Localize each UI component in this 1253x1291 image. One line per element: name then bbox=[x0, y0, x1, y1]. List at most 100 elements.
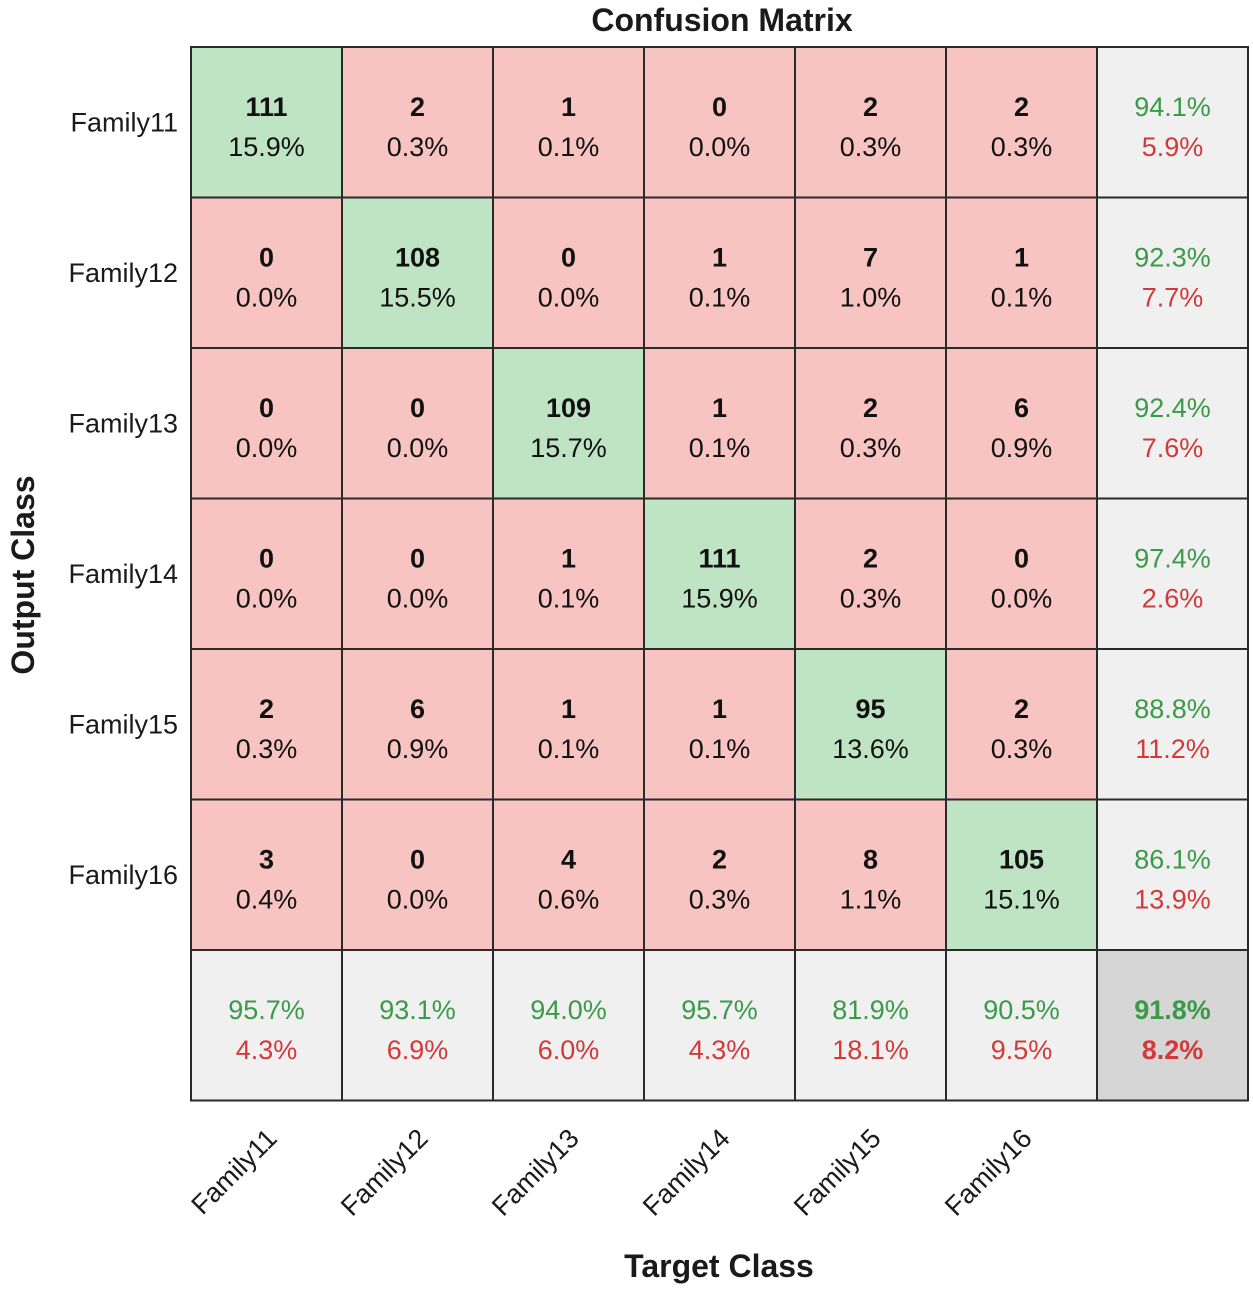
cell-count: 2 bbox=[863, 544, 878, 574]
error-cell bbox=[945, 347, 1098, 500]
error-cell bbox=[794, 347, 947, 500]
cell-percent: 0.1% bbox=[991, 283, 1053, 313]
column-recall: 81.9% bbox=[832, 995, 909, 1025]
overall-accuracy: 91.8% bbox=[1134, 995, 1211, 1025]
row-label: Family16 bbox=[68, 860, 178, 890]
cell-percent: 0.0% bbox=[387, 584, 449, 614]
column-label: Family16 bbox=[939, 1123, 1038, 1222]
row-label: Family11 bbox=[70, 107, 178, 137]
cell-count: 1 bbox=[561, 92, 576, 122]
error-cell bbox=[492, 648, 645, 801]
cell-count: 8 bbox=[863, 845, 878, 875]
cell-percent: 0.6% bbox=[538, 885, 600, 915]
cell-count: 1 bbox=[712, 243, 727, 273]
error-cell bbox=[190, 347, 343, 500]
cell-count: 0 bbox=[1014, 544, 1029, 574]
cell-count: 7 bbox=[863, 243, 878, 273]
cell-count: 2 bbox=[863, 393, 878, 423]
row-summary-cell bbox=[1096, 347, 1249, 500]
column-recall: 95.7% bbox=[228, 995, 305, 1025]
cell-count: 0 bbox=[410, 544, 425, 574]
correct-cell bbox=[341, 196, 494, 349]
correct-cell bbox=[794, 648, 947, 801]
row-precision: 97.4% bbox=[1134, 544, 1211, 574]
row-error-rate: 13.9% bbox=[1134, 885, 1211, 915]
column-label: Family14 bbox=[637, 1123, 736, 1222]
cell-count: 2 bbox=[1014, 694, 1029, 724]
row-label: Family14 bbox=[68, 559, 178, 589]
overall-error-rate: 8.2% bbox=[1142, 1035, 1204, 1065]
column-label: Family15 bbox=[788, 1123, 887, 1222]
cell-count: 1 bbox=[561, 544, 576, 574]
column-summary-cell bbox=[945, 949, 1098, 1102]
cell-count: 1 bbox=[712, 694, 727, 724]
error-cell bbox=[945, 648, 1098, 801]
row-label: Family12 bbox=[68, 258, 178, 288]
cell-percent: 15.9% bbox=[228, 132, 305, 162]
cell-count: 6 bbox=[1014, 393, 1029, 423]
row-error-rate: 2.6% bbox=[1142, 584, 1204, 614]
row-summary-cell bbox=[1096, 798, 1249, 951]
cell-percent: 1.1% bbox=[840, 885, 902, 915]
error-cell bbox=[643, 648, 796, 801]
error-cell bbox=[190, 798, 343, 951]
cell-percent: 0.3% bbox=[840, 584, 902, 614]
row-label: Family15 bbox=[68, 709, 178, 739]
cell-percent: 0.1% bbox=[689, 734, 751, 764]
cell-percent: 0.0% bbox=[236, 283, 298, 313]
row-summary-cell bbox=[1096, 497, 1249, 650]
column-recall: 94.0% bbox=[530, 995, 607, 1025]
row-precision: 88.8% bbox=[1134, 694, 1211, 724]
cell-count: 1 bbox=[1014, 243, 1029, 273]
column-labels: Family11 Family12 Family13 Family14 Family15… bbox=[185, 1123, 1037, 1222]
column-error-rate: 6.9% bbox=[387, 1035, 449, 1065]
error-cell bbox=[945, 46, 1098, 199]
correct-cell bbox=[190, 46, 343, 199]
column-error-rate: 4.3% bbox=[236, 1035, 298, 1065]
correct-cell bbox=[945, 798, 1098, 951]
cell-count: 95 bbox=[855, 694, 885, 724]
cell-count: 2 bbox=[1014, 92, 1029, 122]
row-summary-cell bbox=[1096, 648, 1249, 801]
error-cell bbox=[341, 347, 494, 500]
cell-percent: 13.6% bbox=[832, 734, 909, 764]
cell-count: 111 bbox=[245, 92, 287, 122]
cell-percent: 1.0% bbox=[840, 283, 902, 313]
row-summary-cell bbox=[1096, 46, 1249, 199]
chart-title: Confusion Matrix bbox=[591, 2, 853, 38]
matrix-cells: 11115.9%20.3%10.1%00.0%20.3%20.3%94.1%5.… bbox=[190, 46, 1249, 1102]
cell-percent: 0.0% bbox=[991, 584, 1053, 614]
row-labels: Family11 Family12 Family13 Family14 Family15… bbox=[68, 107, 178, 890]
column-label: Family11 bbox=[185, 1123, 282, 1220]
cell-percent: 0.3% bbox=[689, 885, 751, 915]
column-summary-cell bbox=[341, 949, 494, 1102]
cell-count: 0 bbox=[410, 845, 425, 875]
cell-percent: 0.1% bbox=[538, 584, 600, 614]
cell-count: 1 bbox=[712, 393, 727, 423]
cell-percent: 0.0% bbox=[538, 283, 600, 313]
cell-count: 6 bbox=[410, 694, 425, 724]
column-recall: 90.5% bbox=[983, 995, 1060, 1025]
column-error-rate: 4.3% bbox=[689, 1035, 751, 1065]
cell-percent: 0.9% bbox=[991, 433, 1053, 463]
cell-percent: 0.4% bbox=[236, 885, 298, 915]
column-label: Family13 bbox=[486, 1123, 585, 1222]
row-error-rate: 11.2% bbox=[1135, 734, 1210, 764]
row-label: Family13 bbox=[68, 408, 178, 438]
error-cell bbox=[643, 798, 796, 951]
column-summary-cell bbox=[794, 949, 947, 1102]
column-error-rate: 18.1% bbox=[832, 1035, 909, 1065]
error-cell bbox=[190, 648, 343, 801]
cell-count: 2 bbox=[259, 694, 274, 724]
cell-percent: 0.1% bbox=[689, 283, 751, 313]
cell-percent: 0.0% bbox=[387, 433, 449, 463]
cell-count: 105 bbox=[999, 845, 1044, 875]
cell-percent: 0.9% bbox=[387, 734, 449, 764]
cell-percent: 15.5% bbox=[379, 283, 456, 313]
error-cell bbox=[794, 798, 947, 951]
error-cell bbox=[945, 497, 1098, 650]
overall-summary-cell bbox=[1096, 949, 1249, 1102]
cell-percent: 0.3% bbox=[387, 132, 449, 162]
row-precision: 94.1% bbox=[1134, 92, 1211, 122]
